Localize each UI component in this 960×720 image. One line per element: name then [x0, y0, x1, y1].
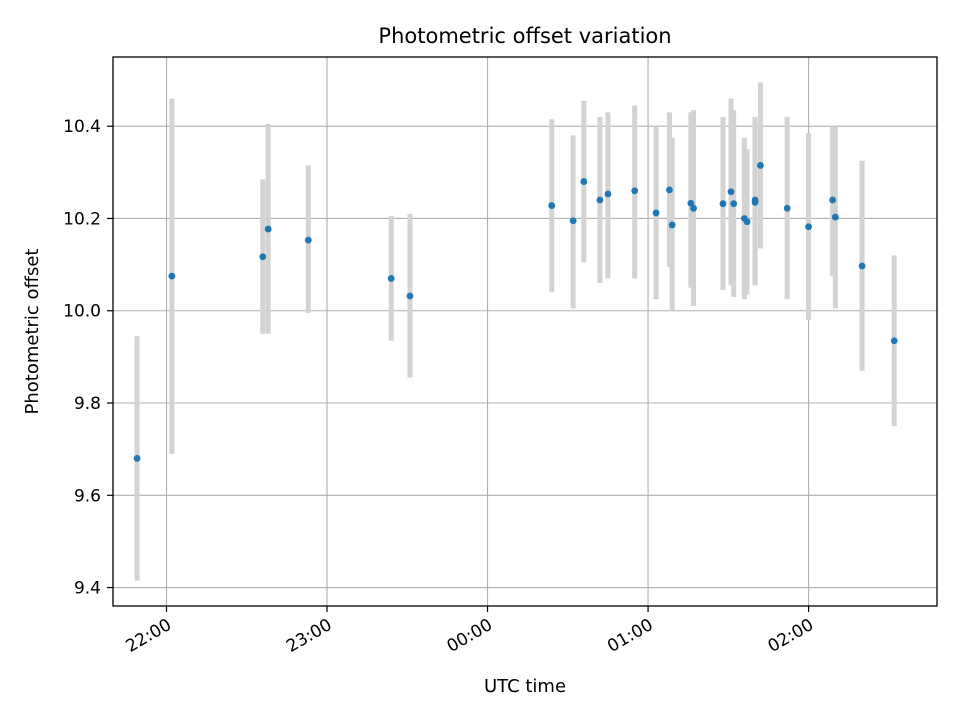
data-point	[751, 198, 759, 206]
data-point	[580, 178, 588, 185]
data-point	[387, 275, 395, 282]
y-tick-label: 10.0	[63, 302, 101, 322]
y-axis-label: Photometric offset	[22, 249, 43, 415]
data-point	[264, 225, 272, 233]
data-point	[304, 236, 312, 244]
data-point	[858, 262, 866, 270]
data-point	[259, 253, 267, 261]
data-point	[548, 202, 556, 209]
y-tick-label: 10.4	[63, 117, 101, 137]
y-tick-label: 9.8	[74, 394, 101, 414]
data-point	[596, 196, 604, 204]
y-tick-label: 9.4	[74, 579, 101, 599]
data-point	[690, 204, 697, 212]
data-point	[719, 200, 727, 208]
data-point	[133, 454, 141, 462]
data-point	[743, 218, 751, 226]
data-point	[730, 200, 738, 208]
data-point	[757, 162, 764, 169]
data-point	[604, 190, 612, 198]
y-tick-label: 9.6	[74, 486, 101, 506]
data-point	[829, 196, 837, 204]
data-point	[406, 292, 414, 300]
data-point	[569, 217, 577, 225]
data-point	[666, 186, 673, 194]
data-point	[631, 187, 639, 195]
data-point	[727, 188, 735, 196]
data-point	[805, 223, 812, 231]
data-point	[668, 221, 676, 229]
data-point	[831, 213, 839, 221]
data-point	[168, 272, 176, 280]
x-axis-label: UTC time	[484, 676, 566, 697]
data-point	[890, 337, 898, 345]
chart-title: Photometric offset variation	[378, 24, 671, 48]
data-point	[652, 209, 660, 217]
y-tick-label: 10.2	[63, 209, 101, 229]
data-points	[133, 162, 898, 462]
plot-frame	[112, 56, 938, 607]
data-point	[783, 204, 791, 212]
data-point	[687, 199, 695, 207]
